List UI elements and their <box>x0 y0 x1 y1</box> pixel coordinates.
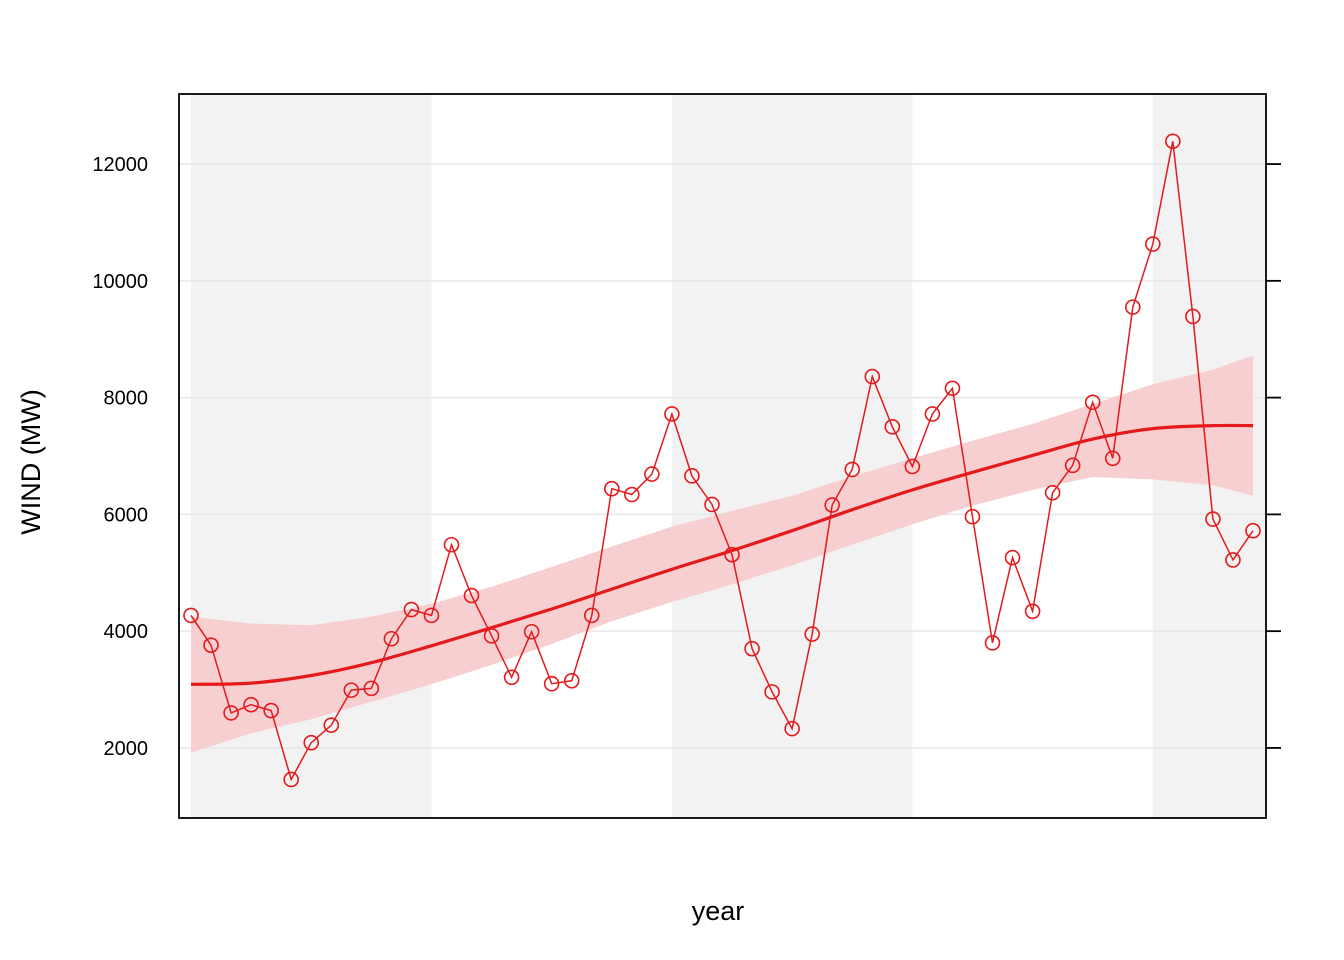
y-tick-label: 8000 <box>104 388 149 410</box>
y-axis: 2000 4000 6000 8000 10000 12000 <box>92 154 1281 760</box>
data-point <box>563 672 580 689</box>
data-point <box>644 466 660 482</box>
data-point <box>804 626 820 642</box>
x-axis-title: year <box>692 896 745 926</box>
data-point <box>884 419 901 435</box>
smooth-trend-line <box>190 423 1254 686</box>
data-point <box>463 587 480 604</box>
data-point <box>1044 484 1061 501</box>
data-point <box>343 682 360 698</box>
data-point <box>864 368 881 385</box>
data-point <box>583 607 600 624</box>
data-point <box>383 630 400 647</box>
data-point <box>443 536 460 553</box>
data-point <box>363 680 380 697</box>
data-point <box>944 380 961 397</box>
data-point <box>403 601 420 618</box>
data-point <box>924 406 941 422</box>
data-point <box>603 480 620 497</box>
data-point <box>984 635 1001 651</box>
data-point <box>543 675 560 692</box>
data-point <box>964 508 981 525</box>
y-tick-label: 10000 <box>92 271 148 293</box>
data-point <box>784 720 800 737</box>
data-point <box>1205 511 1221 527</box>
data-point <box>764 684 780 700</box>
plot-frame <box>178 93 1267 819</box>
data-point <box>1124 299 1141 315</box>
data-point <box>624 486 640 503</box>
data-point <box>1064 457 1081 474</box>
data-point <box>183 607 199 624</box>
y-tick-label: 6000 <box>104 504 149 526</box>
y-tick-label: 4000 <box>104 621 149 643</box>
data-points <box>183 133 1261 788</box>
data-point <box>483 628 500 644</box>
data-point <box>423 607 440 624</box>
data-point <box>503 669 520 686</box>
data-point <box>724 546 740 563</box>
data-point <box>203 637 219 653</box>
data-point <box>283 771 299 788</box>
data-point <box>1024 603 1041 620</box>
data-point <box>744 640 760 657</box>
data-point <box>684 468 700 484</box>
data-point <box>1145 236 1161 252</box>
data-line <box>190 141 1254 782</box>
data-point <box>704 496 720 513</box>
data-point <box>824 497 841 513</box>
data-point <box>904 458 921 475</box>
data-point <box>1185 308 1201 325</box>
data-point <box>1004 549 1021 566</box>
data-point <box>323 717 340 733</box>
y-axis-title: WIND (MW) <box>16 389 46 534</box>
data-point <box>263 702 279 719</box>
y-tick-label: 12000 <box>92 154 148 176</box>
data-point <box>1165 133 1181 150</box>
data-point <box>303 734 320 751</box>
data-point <box>664 406 680 422</box>
data-point <box>223 705 239 721</box>
data-point <box>1245 522 1261 539</box>
data-point <box>844 461 861 478</box>
data-point <box>1225 552 1241 568</box>
background-band <box>671 94 913 818</box>
y-tick-label: 2000 <box>104 738 149 760</box>
data-point <box>243 696 259 713</box>
data-point <box>1104 450 1121 467</box>
data-point <box>1084 394 1101 411</box>
data-point <box>523 623 540 640</box>
